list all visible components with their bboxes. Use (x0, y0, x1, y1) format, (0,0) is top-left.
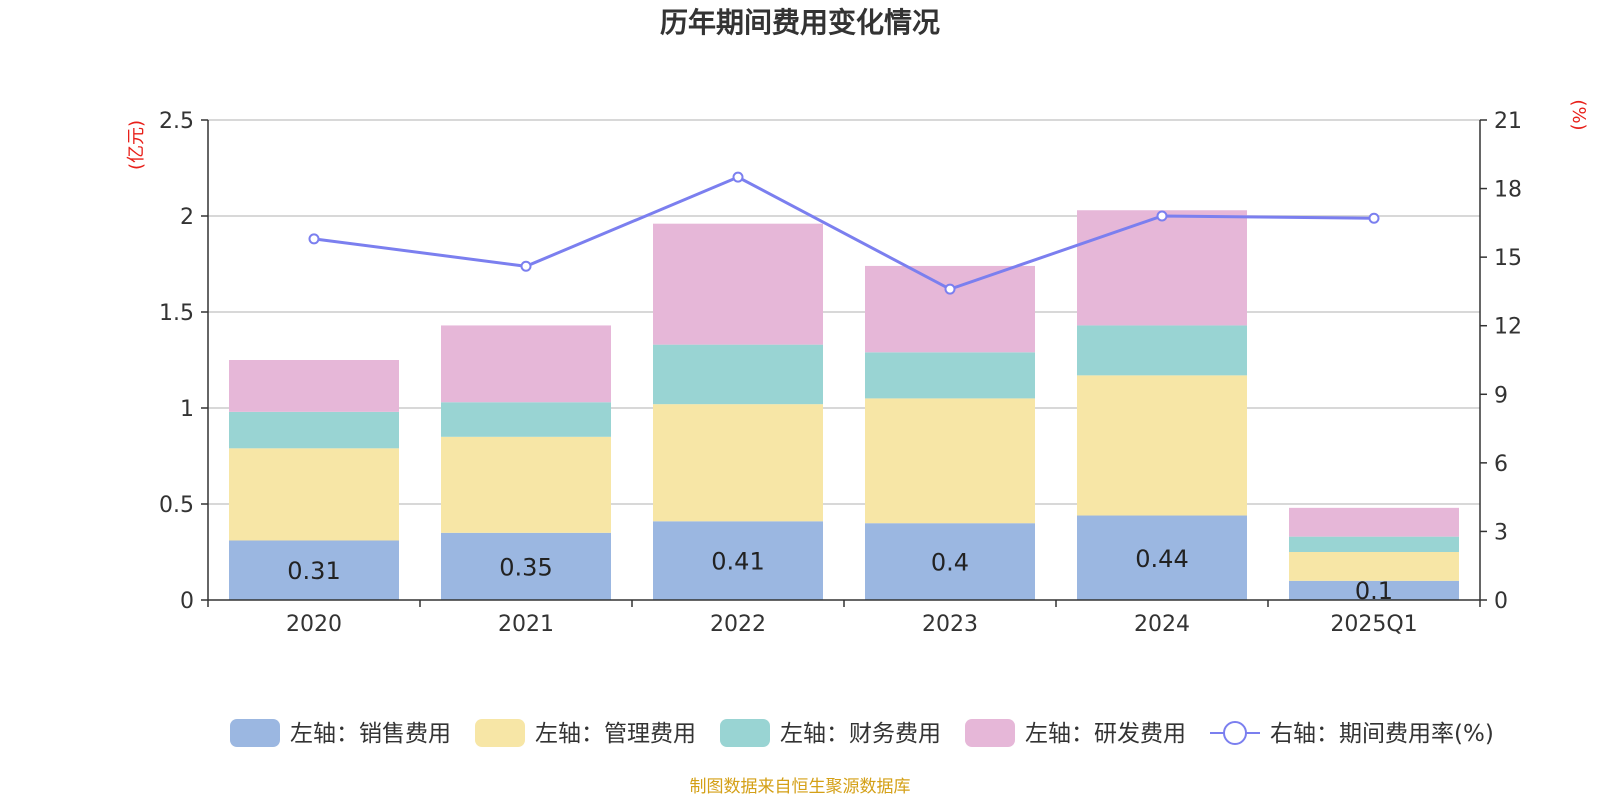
bar-rd (653, 223, 823, 345)
right-axis-unit: (%) (1568, 99, 1589, 130)
left-tick-label: 0 (180, 589, 194, 614)
x-tick-label: 2023 (922, 612, 978, 637)
rate-point (520, 260, 532, 272)
bar-value-label: 0.31 (287, 557, 340, 585)
rate-point (732, 171, 744, 183)
legend-label: 右轴：期间费用率(%) (1270, 721, 1494, 747)
bar-value-label: 0.44 (1135, 545, 1188, 573)
legend-swatch-admin (475, 719, 525, 747)
bar-value-label: 0.41 (711, 548, 764, 576)
bar-admin (1289, 552, 1459, 581)
right-tick-label: 3 (1494, 520, 1508, 545)
bar-sales (865, 523, 1035, 600)
bar-rd (1077, 210, 1247, 326)
bar-finance (441, 402, 611, 437)
legend-swatch-sales (230, 719, 280, 747)
bar-rd (1289, 507, 1459, 537)
rate-point (308, 233, 320, 245)
right-tick-label: 15 (1494, 246, 1522, 271)
rate-point (944, 283, 956, 295)
bar-series (229, 210, 1459, 600)
x-tick-label: 2025Q1 (1330, 612, 1417, 637)
right-tick-label: 12 (1494, 315, 1522, 340)
bar-sales (1077, 515, 1247, 600)
bar-rd (865, 265, 1035, 353)
right-tick-label: 6 (1494, 452, 1508, 477)
bar-admin (1077, 375, 1247, 516)
bar-data-labels: 0.31 0.35 0.41 0.4 0.44 0.1 (287, 545, 1393, 605)
bar-rd (229, 360, 399, 412)
x-tick-label: 2024 (1134, 612, 1190, 637)
bar-finance (865, 352, 1035, 399)
bar-admin (865, 398, 1035, 524)
bar-sales (441, 532, 611, 600)
x-tick-label: 2021 (498, 612, 554, 637)
legend-circle-swatch (1223, 721, 1247, 745)
bar-value-label: 0.35 (499, 553, 552, 581)
right-tick-label: 9 (1494, 383, 1508, 408)
left-axis-unit: (亿元) (126, 120, 147, 170)
left-tick-label: 1 (180, 397, 194, 422)
left-tick-label: 1.5 (159, 301, 194, 326)
legend-label: 左轴：管理费用 (535, 721, 696, 747)
legend-swatch-finance (720, 719, 770, 747)
bar-admin (229, 448, 399, 541)
rate-point (1368, 212, 1380, 224)
axes: 0 0.5 1 1.5 2 2.5 0 3 6 9 12 15 18 21 2020 2021 2022 2023… (159, 109, 1522, 637)
left-tick-label: 0.5 (159, 493, 194, 518)
left-tick-label: 2.5 (159, 109, 194, 134)
bar-finance (229, 411, 399, 449)
bar-finance (1077, 325, 1247, 376)
x-tick-label: 2022 (710, 612, 766, 637)
bar-admin (653, 404, 823, 522)
rate-line-series (308, 171, 1380, 295)
rate-line (313, 175, 1375, 291)
bar-finance (1289, 536, 1459, 552)
legend-swatch-rd (965, 719, 1015, 747)
x-tick-label: 2020 (286, 612, 342, 637)
legend-label: 左轴：研发费用 (1025, 721, 1186, 747)
legend: 左轴：销售费用 左轴：管理费用 左轴：财务费用 左轴：研发费用 右轴：期间费用率(%) (230, 719, 1494, 747)
left-tick-label: 2 (180, 205, 194, 230)
legend-label: 左轴：销售费用 (290, 721, 451, 747)
right-tick-label: 21 (1494, 109, 1522, 134)
bar-rd (441, 325, 611, 403)
bar-admin (441, 436, 611, 533)
bar-finance (653, 344, 823, 405)
bar-value-label: 0.4 (931, 549, 969, 577)
legend-label: 左轴：财务费用 (780, 721, 941, 747)
bar-value-label: 0.1 (1355, 577, 1393, 605)
rate-point (1156, 210, 1168, 222)
bar-sales (653, 521, 823, 600)
chart-title: 历年期间费用变化情况 (660, 6, 940, 39)
bar-sales (229, 540, 399, 600)
source-note: 制图数据来自恒生聚源数据库 (690, 777, 911, 797)
bar-sales (1289, 580, 1459, 600)
right-tick-label: 0 (1494, 589, 1508, 614)
right-tick-label: 18 (1494, 178, 1522, 203)
